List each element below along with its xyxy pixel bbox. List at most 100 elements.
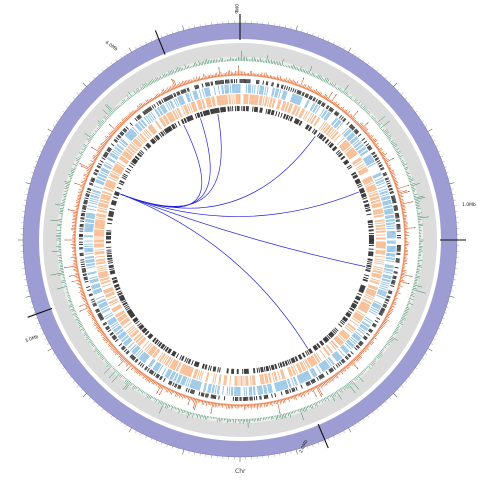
gene-feature-blue bbox=[179, 96, 184, 105]
gc-content-bar bbox=[367, 132, 370, 136]
gc-content-bar bbox=[187, 79, 190, 84]
gene-feature-dark-inner bbox=[185, 117, 189, 122]
gc-skew-bar bbox=[353, 377, 356, 381]
gene-feature-dark-inner bbox=[108, 214, 114, 217]
gene-feature-blue bbox=[92, 189, 101, 194]
minor-tick bbox=[188, 26, 190, 30]
gc-content-bar bbox=[348, 114, 350, 116]
gene-feature-dark-outer bbox=[88, 294, 94, 297]
gc-skew-bar bbox=[394, 329, 398, 332]
gene-feature-dark-outer bbox=[179, 385, 182, 390]
gc-content-peak bbox=[159, 393, 161, 396]
gc-content-bar bbox=[148, 378, 152, 383]
gc-content-bar bbox=[364, 128, 369, 132]
gene-feature-orange bbox=[353, 158, 362, 166]
gc-skew-bar bbox=[333, 83, 337, 88]
gc-skew-bar bbox=[325, 78, 329, 83]
gc-skew-bar bbox=[196, 413, 199, 419]
gc-content-bar bbox=[339, 371, 341, 374]
gc-skew-bar bbox=[180, 67, 182, 71]
gene-feature-orange bbox=[269, 97, 273, 108]
gc-skew-bar bbox=[385, 343, 388, 346]
gene-feature-blue bbox=[96, 179, 105, 184]
gc-skew-bar bbox=[405, 170, 407, 172]
gc-content-bar bbox=[402, 210, 406, 212]
gene-feature-blue bbox=[90, 283, 100, 287]
gc-skew-bar bbox=[75, 315, 78, 317]
gc-content-bar bbox=[351, 112, 358, 119]
gene-feature-orange bbox=[288, 366, 294, 377]
gene-feature-dark-outer bbox=[118, 343, 123, 347]
gene-feature-orange bbox=[97, 268, 108, 272]
gc-content-bar bbox=[402, 211, 407, 214]
gene-feature-blue bbox=[185, 377, 190, 387]
gc-skew-bar bbox=[283, 413, 285, 418]
gene-feature-dark-inner bbox=[184, 357, 188, 363]
gene-feature-blue bbox=[95, 180, 105, 185]
gc-content-bar bbox=[332, 376, 335, 380]
gc-content-bar bbox=[297, 83, 299, 86]
gene-feature-dark-outer bbox=[117, 135, 121, 139]
minor-tick bbox=[25, 194, 28, 196]
gc-skew-bar bbox=[293, 410, 295, 413]
gc-content-bar bbox=[97, 327, 101, 330]
gene-feature-blue bbox=[372, 303, 381, 308]
gene-feature-dark-inner bbox=[110, 272, 116, 275]
gene-feature-dark-outer bbox=[106, 327, 111, 331]
minor-tick bbox=[338, 433, 340, 436]
gene-feature-dark-inner bbox=[318, 133, 323, 139]
gc-content-bar bbox=[391, 172, 395, 175]
gene-feature-orange bbox=[290, 365, 296, 376]
gene-feature-dark-outer bbox=[369, 328, 374, 332]
gene-feature-dark-inner bbox=[343, 316, 348, 321]
gene-feature-orange bbox=[371, 274, 382, 278]
minor-tick bbox=[39, 150, 42, 152]
gene-feature-dark-inner bbox=[313, 130, 318, 135]
major-tick bbox=[182, 449, 185, 455]
gene-feature-orange bbox=[103, 287, 114, 293]
gene-feature-orange bbox=[174, 109, 180, 119]
gene-feature-dark-outer bbox=[395, 217, 400, 219]
gc-content-bar bbox=[92, 162, 94, 165]
gc-skew-bar bbox=[203, 61, 205, 65]
gc-content-bar bbox=[375, 145, 378, 147]
gc-content-bar bbox=[157, 384, 161, 388]
gc-content-bar bbox=[361, 351, 364, 354]
gene-feature-dark-inner bbox=[275, 363, 278, 369]
gene-feature-dark-inner bbox=[109, 268, 115, 271]
gene-feature-dark-outer bbox=[131, 355, 135, 360]
gene-feature-orange bbox=[359, 170, 369, 176]
gene-feature-dark-outer bbox=[178, 384, 181, 390]
gene-feature-dark-outer bbox=[285, 389, 289, 394]
gc-content-bar bbox=[355, 357, 359, 362]
gene-feature-blue bbox=[362, 154, 371, 160]
gc-content-bar bbox=[293, 80, 296, 85]
gene-feature-blue bbox=[366, 160, 375, 167]
gene-feature-orange bbox=[103, 187, 114, 193]
gene-feature-dark-outer bbox=[265, 81, 268, 86]
gene-feature-dark-inner bbox=[157, 341, 162, 347]
gene-feature-dark-inner bbox=[145, 143, 151, 149]
gc-content-bar bbox=[391, 174, 395, 176]
gc-content-bar bbox=[341, 106, 345, 111]
gene-feature-blue bbox=[318, 363, 324, 372]
gene-feature-orange bbox=[201, 98, 205, 109]
gene-feature-blue bbox=[379, 191, 389, 196]
gene-feature-dark-outer bbox=[355, 131, 360, 135]
minor-tick bbox=[408, 101, 411, 104]
minor-tick bbox=[35, 317, 38, 319]
minor-tick bbox=[194, 452, 196, 455]
gene-feature-dark-inner bbox=[298, 120, 302, 126]
gene-feature-dark-outer bbox=[347, 354, 351, 358]
gene-feature-dark-inner bbox=[307, 349, 312, 354]
gene-feature-blue bbox=[386, 252, 396, 255]
gene-feature-dark-outer bbox=[187, 388, 190, 393]
gc-skew-bar bbox=[70, 169, 75, 172]
minor-tick bbox=[33, 312, 36, 314]
gene-feature-dark-inner bbox=[345, 313, 351, 317]
gc-skew-bar bbox=[357, 101, 361, 106]
gene-feature-dark-inner bbox=[123, 304, 129, 308]
minor-tick bbox=[284, 452, 286, 455]
gc-content-bar bbox=[328, 99, 330, 102]
gc-skew-bar bbox=[126, 99, 128, 102]
